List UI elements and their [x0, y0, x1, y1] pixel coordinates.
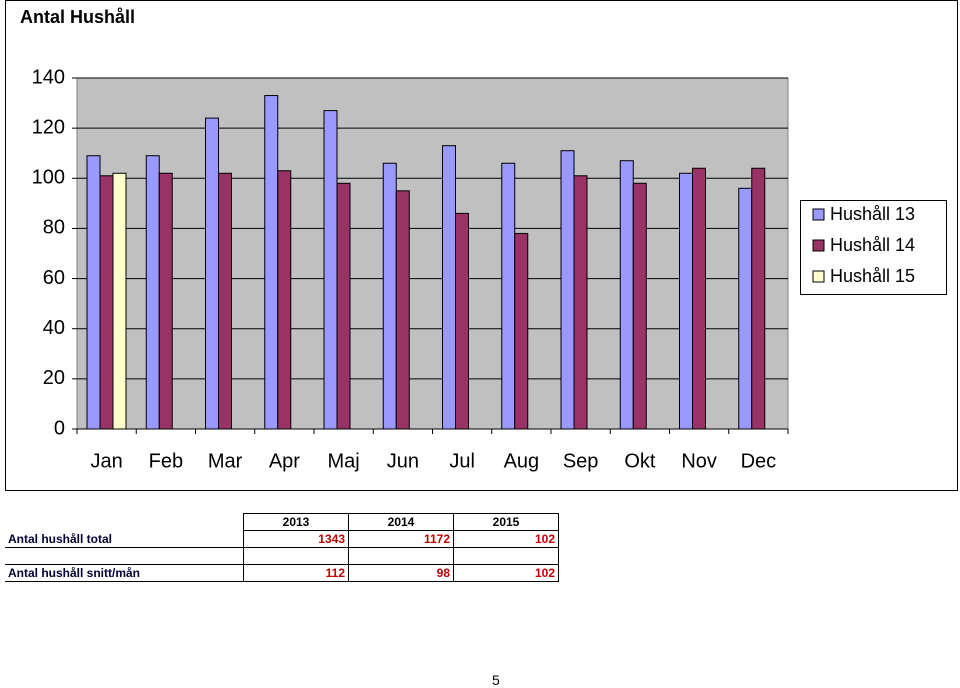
x-tick-label: Jan — [91, 450, 123, 472]
x-tick-label: Nov — [681, 450, 717, 472]
legend-swatch — [812, 239, 825, 252]
blank-cell — [348, 547, 454, 565]
y-tick-label: 140 — [32, 66, 65, 88]
bar — [218, 172, 232, 430]
bar — [336, 182, 351, 430]
blank-cell — [5, 547, 244, 565]
x-tick-label: Feb — [149, 450, 183, 472]
legend-label: Hushåll 14 — [830, 235, 915, 255]
legend-box — [800, 200, 947, 295]
bar — [751, 167, 766, 430]
bar — [323, 110, 338, 430]
cell: 112 — [243, 564, 349, 582]
bar — [395, 190, 410, 430]
bar — [382, 162, 397, 430]
legend-swatch — [812, 208, 825, 221]
row-label: Antal hushåll snitt/mån — [5, 564, 244, 582]
y-tick-label: 120 — [32, 116, 65, 138]
x-tick-label: Dec — [741, 450, 777, 472]
legend-label: Hushåll 15 — [830, 266, 915, 286]
y-tick-label: 0 — [54, 417, 65, 439]
chart-title: Antal Hushåll — [20, 7, 135, 27]
bar — [455, 212, 469, 430]
legend-swatch — [812, 270, 825, 283]
x-tick-label: Sep — [563, 450, 599, 472]
chart: Antal Hushåll 0 20 40 60 80 100 120 140 Jan Feb Ma… — [5, 0, 958, 491]
page-number: 5 — [492, 672, 500, 688]
header-cell: 2015 — [453, 513, 559, 531]
bar — [145, 155, 160, 430]
bar — [560, 150, 575, 430]
cell: 102 — [453, 564, 559, 582]
y-tick-label: 20 — [43, 367, 65, 389]
y-tick-label: 80 — [43, 217, 65, 239]
bar — [277, 170, 292, 430]
cell: 98 — [348, 564, 454, 582]
bar — [158, 172, 173, 430]
row-label: Antal hushåll total — [5, 530, 244, 548]
y-tick-label: 60 — [43, 267, 65, 289]
bar — [619, 160, 634, 430]
x-tick-label: Maj — [328, 450, 360, 472]
x-tick-label: Aug — [504, 450, 540, 472]
cell: 1343 — [243, 530, 349, 548]
x-tick-label: Jun — [387, 450, 419, 472]
bar — [692, 167, 706, 430]
bar — [514, 232, 529, 430]
blank-cell — [5, 514, 244, 531]
bar — [86, 155, 101, 430]
x-tick-label: Okt — [624, 450, 656, 472]
y-tick-label: 40 — [43, 317, 65, 339]
bar — [501, 162, 516, 430]
bar — [738, 187, 753, 430]
x-tick-label: Mar — [208, 450, 243, 472]
bar — [112, 172, 127, 430]
bar — [573, 175, 588, 430]
y-tick-label: 100 — [32, 167, 65, 189]
header-cell: 2013 — [243, 513, 349, 531]
plot-area — [76, 77, 789, 430]
bar — [99, 175, 114, 430]
bar — [442, 145, 456, 430]
cell: 102 — [453, 530, 559, 548]
x-tick-label: Apr — [269, 450, 300, 472]
x-tick-label: Jul — [449, 450, 475, 472]
header-cell: 2014 — [348, 513, 454, 531]
cell: 1172 — [348, 530, 454, 548]
bar — [679, 172, 693, 430]
summary-table: 2013 2014 2015 Antal hushåll total 1343 … — [5, 513, 559, 582]
bar — [205, 117, 219, 430]
bar — [632, 182, 647, 430]
blank-cell — [453, 547, 559, 565]
blank-cell — [243, 547, 349, 565]
bar — [264, 95, 279, 430]
legend-label: Hushåll 13 — [830, 204, 915, 224]
